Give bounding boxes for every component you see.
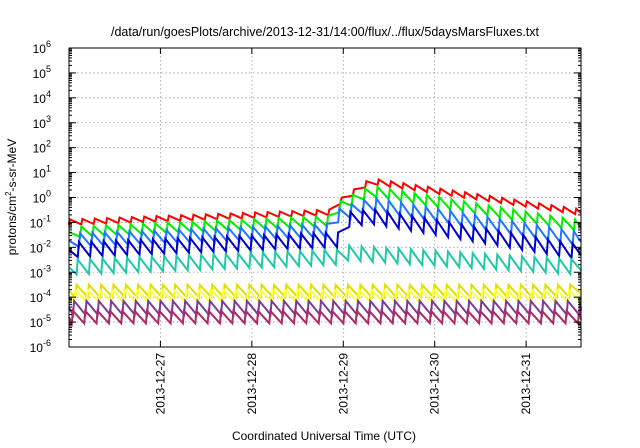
grid-layer xyxy=(69,48,581,347)
y-tick-label: 10-6 xyxy=(30,338,51,355)
chart-title: /data/run/goesPlots/archive/2013-12-31/1… xyxy=(111,25,540,39)
y-tick-label: 104 xyxy=(33,89,51,106)
x-tick-label: 2013-12-28 xyxy=(245,353,259,415)
x-tick-label: 2013-12-27 xyxy=(153,353,167,415)
series-line-1 xyxy=(68,177,582,226)
plot-frame xyxy=(68,47,582,348)
series-line-8 xyxy=(68,298,582,318)
series-line-5 xyxy=(68,242,582,277)
y-tick-label: 10-1 xyxy=(30,213,51,230)
series-layer xyxy=(68,177,582,328)
series-line-7 xyxy=(68,287,582,305)
series-line-6 xyxy=(68,282,582,300)
y-tick-label: 10-2 xyxy=(30,238,51,255)
y-tick-label: 102 xyxy=(33,139,51,156)
series-line-4 xyxy=(68,206,582,262)
x-tick-label: 2013-12-30 xyxy=(428,353,442,415)
y-tick-label: 100 xyxy=(33,189,51,206)
y-tick-label: 10-4 xyxy=(30,288,51,305)
y-tick-label: 106 xyxy=(33,39,51,56)
y-tick-label: 10-3 xyxy=(30,263,51,280)
x-tick-label: 2013-12-29 xyxy=(336,353,350,415)
x-tick-label: 2013-12-31 xyxy=(519,353,533,415)
series-line-9 xyxy=(68,308,582,328)
axes-layer: 2013-12-27 2013-12-28 2013-12-29 2013-12-30… xyxy=(30,39,582,415)
x-axis-label: Coordinated Universal Time (UTC) xyxy=(232,429,416,443)
y-axis-label: protons/cm2-s-sr-MeV xyxy=(4,139,19,255)
y-tick-label: 101 xyxy=(33,164,51,181)
series-line-2 xyxy=(68,184,582,239)
y-tick-label: 105 xyxy=(33,64,51,81)
y-tick-label: 103 xyxy=(33,114,51,131)
y-tick-label: 10-5 xyxy=(30,313,51,330)
